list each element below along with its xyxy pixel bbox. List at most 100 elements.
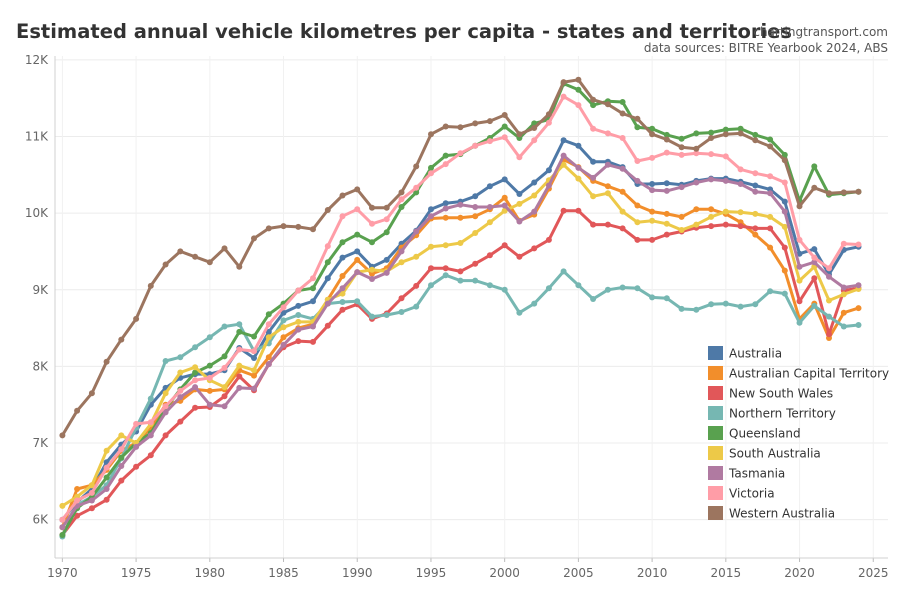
data-point[interactable]: [855, 305, 862, 312]
data-point[interactable]: [501, 176, 508, 183]
data-point[interactable]: [693, 150, 700, 157]
data-point[interactable]: [339, 239, 346, 246]
data-point[interactable]: [531, 245, 538, 252]
data-point[interactable]: [678, 213, 685, 220]
data-point[interactable]: [74, 486, 81, 492]
data-point[interactable]: [619, 208, 626, 215]
data-point[interactable]: [826, 190, 832, 197]
data-point[interactable]: [560, 79, 567, 86]
data-point[interactable]: [575, 207, 582, 214]
data-point[interactable]: [221, 245, 228, 252]
legend-item[interactable]: Northern Territory: [708, 406, 836, 421]
data-point[interactable]: [781, 290, 788, 297]
data-point[interactable]: [88, 482, 95, 489]
data-point[interactable]: [486, 118, 493, 125]
data-point[interactable]: [162, 403, 169, 410]
data-point[interactable]: [708, 129, 715, 136]
data-point[interactable]: [280, 304, 287, 311]
data-point[interactable]: [678, 151, 685, 158]
data-point[interactable]: [619, 99, 626, 105]
data-point[interactable]: [767, 213, 774, 220]
data-point[interactable]: [472, 193, 479, 200]
data-point[interactable]: [118, 432, 125, 439]
data-point[interactable]: [826, 313, 832, 320]
data-point[interactable]: [531, 208, 538, 215]
data-point[interactable]: [516, 200, 523, 207]
data-point[interactable]: [604, 161, 611, 168]
data-point[interactable]: [295, 287, 302, 294]
data-point[interactable]: [118, 463, 125, 469]
data-point[interactable]: [649, 131, 656, 138]
data-point[interactable]: [147, 452, 154, 459]
data-point[interactable]: [796, 319, 803, 326]
data-point[interactable]: [177, 248, 184, 255]
data-point[interactable]: [619, 110, 626, 117]
data-point[interactable]: [265, 311, 272, 318]
data-point[interactable]: [516, 309, 523, 316]
data-point[interactable]: [516, 191, 523, 197]
data-point[interactable]: [236, 384, 243, 391]
data-point[interactable]: [722, 177, 729, 184]
data-point[interactable]: [486, 183, 493, 190]
data-point[interactable]: [663, 180, 670, 187]
data-point[interactable]: [811, 163, 818, 170]
data-point[interactable]: [737, 209, 744, 216]
data-point[interactable]: [265, 321, 272, 328]
data-point[interactable]: [781, 267, 788, 274]
data-point[interactable]: [310, 275, 316, 282]
data-point[interactable]: [383, 269, 390, 276]
data-point[interactable]: [575, 175, 582, 182]
data-point[interactable]: [590, 158, 597, 165]
data-point[interactable]: [88, 390, 95, 397]
data-point[interactable]: [221, 353, 228, 360]
data-point[interactable]: [722, 208, 729, 215]
data-point[interactable]: [383, 204, 390, 211]
data-point[interactable]: [457, 150, 464, 157]
data-point[interactable]: [486, 282, 493, 289]
data-point[interactable]: [590, 125, 597, 132]
data-point[interactable]: [265, 225, 272, 232]
data-point[interactable]: [767, 225, 774, 232]
data-point[interactable]: [560, 93, 567, 100]
data-point[interactable]: [767, 288, 774, 295]
data-point[interactable]: [162, 432, 169, 439]
data-point[interactable]: [442, 272, 449, 279]
data-point[interactable]: [796, 203, 803, 210]
data-point[interactable]: [604, 183, 611, 190]
data-point[interactable]: [369, 220, 375, 227]
data-point[interactable]: [752, 137, 759, 144]
data-point[interactable]: [796, 263, 803, 270]
data-point[interactable]: [354, 269, 361, 276]
data-point[interactable]: [796, 250, 803, 257]
data-point[interactable]: [663, 220, 670, 227]
data-point[interactable]: [501, 242, 508, 249]
data-point[interactable]: [280, 317, 287, 324]
data-point[interactable]: [826, 297, 832, 304]
data-point[interactable]: [118, 477, 125, 484]
data-point[interactable]: [649, 181, 656, 187]
data-point[interactable]: [206, 374, 213, 381]
data-point[interactable]: [811, 275, 818, 282]
data-point[interactable]: [781, 198, 788, 205]
data-point[interactable]: [752, 182, 759, 189]
data-point[interactable]: [678, 135, 685, 142]
data-point[interactable]: [236, 328, 243, 335]
credit-site[interactable]: chartingtransport.com: [753, 25, 888, 39]
data-point[interactable]: [192, 404, 199, 411]
data-point[interactable]: [192, 369, 199, 376]
data-point[interactable]: [236, 373, 243, 380]
data-point[interactable]: [693, 221, 700, 228]
data-point[interactable]: [649, 125, 656, 132]
data-point[interactable]: [147, 419, 154, 426]
data-point[interactable]: [472, 142, 479, 149]
data-point[interactable]: [752, 188, 759, 195]
data-point[interactable]: [619, 135, 626, 141]
data-point[interactable]: [251, 372, 257, 379]
data-point[interactable]: [663, 295, 670, 302]
data-point[interactable]: [398, 248, 405, 255]
data-point[interactable]: [398, 259, 405, 266]
data-point[interactable]: [206, 401, 213, 408]
data-point[interactable]: [486, 219, 493, 226]
data-point[interactable]: [265, 334, 272, 341]
data-point[interactable]: [206, 259, 213, 266]
